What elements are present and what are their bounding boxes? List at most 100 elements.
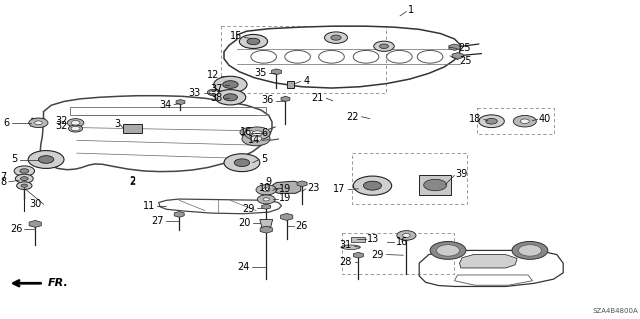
Text: 18: 18 — [469, 114, 481, 124]
Bar — [419, 175, 451, 195]
Circle shape — [518, 245, 541, 256]
Text: 30: 30 — [29, 198, 42, 209]
Text: 2: 2 — [129, 176, 136, 186]
Text: SZA4B4800A: SZA4B4800A — [593, 308, 639, 314]
Bar — [221, 26, 386, 93]
Bar — [477, 108, 554, 134]
Circle shape — [246, 130, 253, 134]
Circle shape — [256, 185, 276, 195]
Text: 2: 2 — [129, 177, 136, 188]
Text: 16: 16 — [240, 127, 252, 137]
Polygon shape — [401, 235, 412, 241]
Polygon shape — [260, 226, 273, 233]
Circle shape — [513, 115, 536, 127]
Text: 1: 1 — [408, 5, 415, 15]
Polygon shape — [297, 181, 307, 187]
Bar — [123, 124, 142, 133]
Circle shape — [28, 151, 64, 168]
Circle shape — [224, 154, 260, 172]
Ellipse shape — [341, 245, 360, 249]
Circle shape — [38, 156, 54, 163]
Text: 11: 11 — [143, 201, 155, 211]
Circle shape — [479, 115, 504, 128]
Text: 4: 4 — [303, 76, 310, 86]
Polygon shape — [260, 219, 273, 227]
Circle shape — [380, 44, 388, 48]
Text: 22: 22 — [346, 112, 358, 122]
Circle shape — [20, 169, 29, 173]
Text: 6: 6 — [261, 128, 268, 138]
Circle shape — [67, 119, 84, 127]
Text: 19: 19 — [279, 193, 291, 204]
Circle shape — [430, 241, 466, 259]
Circle shape — [262, 188, 270, 192]
Circle shape — [353, 176, 392, 195]
Circle shape — [207, 89, 220, 96]
Text: 8: 8 — [0, 177, 6, 188]
Text: 28: 28 — [340, 256, 352, 267]
Circle shape — [223, 94, 237, 101]
Text: 40: 40 — [539, 114, 551, 124]
Text: 9: 9 — [265, 177, 271, 187]
Circle shape — [240, 128, 259, 137]
Text: 34: 34 — [159, 100, 172, 110]
Text: 6: 6 — [3, 118, 10, 128]
Polygon shape — [353, 252, 364, 258]
Text: 3: 3 — [114, 119, 120, 130]
Circle shape — [29, 118, 48, 128]
Text: 31: 31 — [340, 240, 352, 250]
Text: 21: 21 — [311, 93, 323, 103]
Bar — [287, 81, 294, 88]
Circle shape — [364, 181, 381, 190]
Text: 5: 5 — [12, 154, 18, 164]
Text: 17: 17 — [333, 184, 346, 194]
Circle shape — [20, 177, 28, 181]
Text: 27: 27 — [151, 216, 164, 226]
Text: 14: 14 — [248, 135, 260, 145]
Circle shape — [223, 81, 238, 88]
Bar — [351, 237, 365, 242]
Circle shape — [331, 35, 341, 40]
Text: 15: 15 — [230, 31, 242, 41]
Circle shape — [214, 76, 247, 93]
Polygon shape — [262, 204, 271, 209]
Text: 16: 16 — [396, 237, 408, 247]
Circle shape — [215, 90, 246, 105]
Circle shape — [244, 127, 270, 140]
Circle shape — [234, 159, 250, 167]
Polygon shape — [280, 213, 293, 220]
Bar — [352, 153, 467, 204]
Text: 32: 32 — [56, 115, 68, 126]
Circle shape — [520, 119, 529, 123]
Text: 25: 25 — [458, 43, 471, 54]
Circle shape — [512, 241, 548, 259]
Text: 29: 29 — [372, 249, 384, 260]
Text: 10: 10 — [259, 183, 271, 193]
Text: 24: 24 — [237, 262, 250, 272]
Text: 5: 5 — [261, 154, 268, 164]
Circle shape — [35, 121, 42, 125]
Circle shape — [239, 34, 268, 48]
Text: 29: 29 — [243, 204, 255, 214]
Text: 38: 38 — [211, 93, 223, 103]
Bar — [342, 233, 454, 274]
Circle shape — [252, 131, 262, 136]
Polygon shape — [176, 100, 185, 105]
Text: 19: 19 — [279, 184, 291, 194]
Text: 33: 33 — [189, 88, 201, 98]
Circle shape — [21, 184, 28, 187]
Polygon shape — [460, 255, 517, 268]
Text: 26: 26 — [10, 224, 22, 234]
Text: 25: 25 — [460, 56, 472, 66]
Text: 32: 32 — [56, 121, 68, 131]
Circle shape — [15, 174, 33, 183]
Polygon shape — [449, 44, 460, 50]
Text: 37: 37 — [211, 84, 223, 94]
Circle shape — [397, 231, 416, 240]
Circle shape — [209, 90, 218, 95]
Text: 26: 26 — [296, 221, 308, 231]
Text: 35: 35 — [254, 68, 266, 78]
Polygon shape — [452, 53, 463, 59]
Text: 7: 7 — [0, 172, 6, 182]
Circle shape — [374, 41, 394, 51]
